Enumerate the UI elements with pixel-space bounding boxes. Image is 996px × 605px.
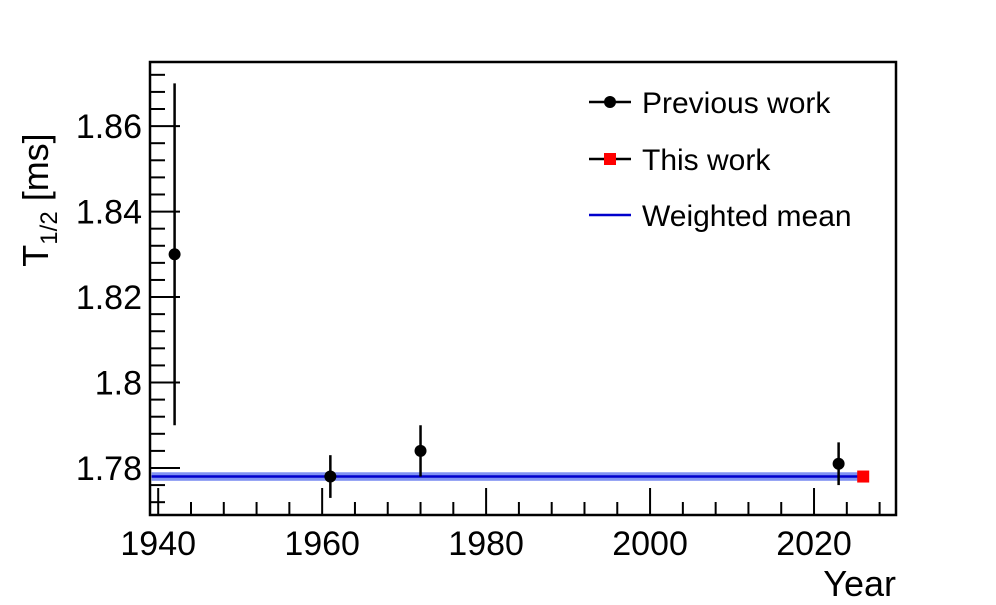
x-tick-label: 1940	[120, 525, 196, 563]
y-tick-label: 1.84	[76, 194, 142, 232]
legend-entry-previous-work: Previous work	[589, 87, 831, 120]
x-axis-ticks: 1940 1960 1980 2000 2020	[120, 488, 881, 563]
svg-text:Previous work: Previous work	[642, 87, 831, 120]
plot-frame	[148, 60, 898, 517]
legend-entry-this-work: This work	[589, 144, 771, 177]
y-axis-title: T1/2 [ms]	[15, 133, 63, 266]
data-point	[168, 248, 181, 261]
x-axis-title: Year	[823, 563, 896, 604]
y-axis-title-main: T	[15, 245, 56, 267]
data-point-square	[857, 470, 870, 483]
legend-entry-weighted-mean: Weighted mean	[589, 200, 852, 233]
y-tick-label: 1.86	[76, 108, 142, 146]
svg-text:Weighted mean: Weighted mean	[642, 200, 852, 233]
svg-text:This work: This work	[642, 144, 771, 177]
legend: Previous work This work Weighted mean	[589, 87, 852, 233]
legend-marker-square	[604, 153, 616, 165]
data-marks	[151, 83, 870, 498]
data-point	[414, 444, 427, 457]
x-tick-label: 2000	[612, 525, 688, 563]
legend-marker-circle	[604, 96, 616, 108]
y-axis-ticks: 1.78 1.8 1.82 1.84 1.86	[76, 73, 180, 504]
data-point	[832, 457, 845, 470]
y-axis-title-subscript: 1/2	[36, 211, 63, 244]
y-tick-label: 1.78	[76, 450, 142, 488]
y-tick-label: 1.8	[95, 365, 142, 403]
x-tick-label: 1960	[284, 525, 360, 563]
svg-text:T1/2 [ms]: T1/2 [ms]	[15, 133, 63, 266]
x-tick-label: 1980	[448, 525, 524, 563]
y-tick-label: 1.82	[76, 279, 142, 317]
data-point	[324, 470, 337, 483]
x-tick-label: 2020	[776, 525, 852, 563]
y-axis-title-unit: [ms]	[15, 133, 56, 211]
